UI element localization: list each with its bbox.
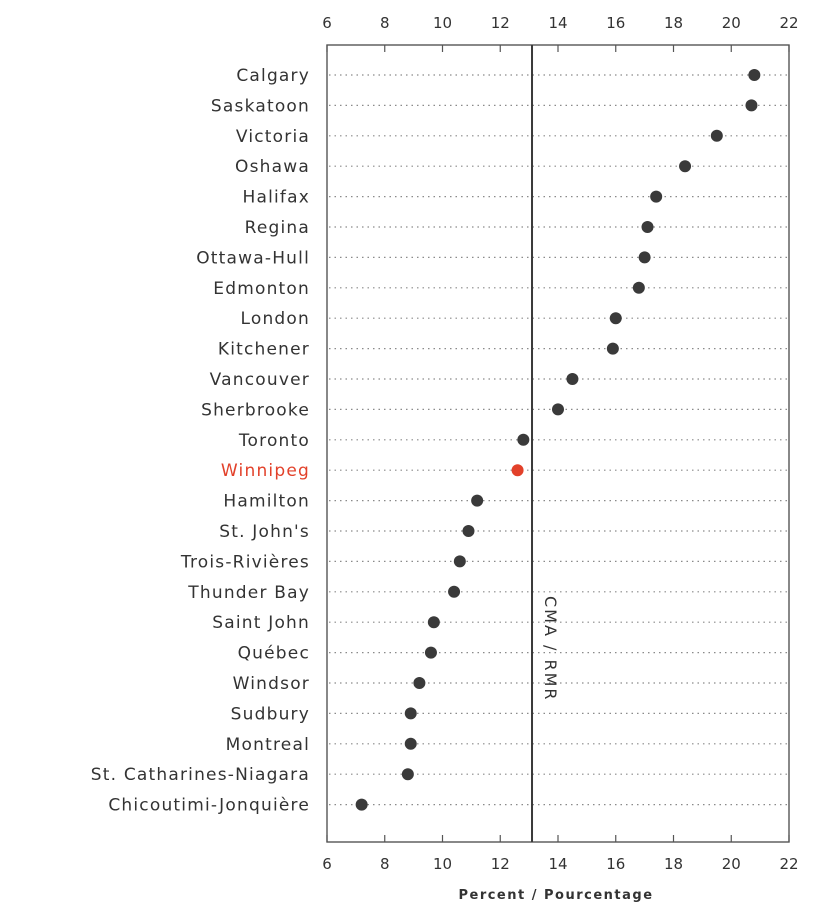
city-label: Calgary <box>236 66 310 86</box>
data-point <box>641 221 654 233</box>
city-label: Regina <box>245 218 310 238</box>
reference-line-label: CMA / RMR <box>541 596 560 702</box>
data-point <box>606 342 619 355</box>
city-label: Edmonton <box>213 279 310 299</box>
city-label: Victoria <box>236 127 310 147</box>
data-point <box>745 99 758 112</box>
city-label: Toronto <box>238 431 310 451</box>
top-tick-label: 20 <box>722 14 741 32</box>
data-point <box>401 768 414 781</box>
data-point <box>427 616 440 629</box>
city-label: Saint John <box>212 613 310 633</box>
bottom-tick-label: 14 <box>548 855 567 873</box>
data-point <box>511 464 524 477</box>
city-label: Sudbury <box>231 704 310 724</box>
bottom-tick-label: 12 <box>491 855 510 873</box>
city-label: Halifax <box>242 188 310 208</box>
city-label: Kitchener <box>218 340 310 360</box>
data-point <box>566 373 579 385</box>
top-tick-label: 10 <box>433 14 452 32</box>
city-label: Windsor <box>233 674 310 694</box>
bottom-tick-label: 10 <box>433 855 452 873</box>
data-point <box>424 646 437 659</box>
city-label: St. John's <box>219 522 310 542</box>
city-label: Chicoutimi-Jonquière <box>108 796 310 816</box>
city-label: London <box>240 309 310 329</box>
data-point <box>748 69 761 81</box>
city-label: Thunder Bay <box>187 583 310 603</box>
bottom-tick-label: 16 <box>606 855 625 873</box>
data-point <box>609 312 622 325</box>
city-label: Montreal <box>226 735 310 755</box>
top-tick-label: 8 <box>380 14 390 32</box>
data-point <box>679 160 692 173</box>
city-label: St. Catharines-Niagara <box>91 765 310 785</box>
x-axis-title: Percent / Pourcentage <box>458 888 653 903</box>
bottom-tick-label: 6 <box>322 855 332 873</box>
data-point <box>650 190 663 203</box>
data-point <box>404 707 417 720</box>
city-label: Hamilton <box>223 492 310 512</box>
data-point <box>453 555 466 568</box>
city-label: Ottawa-Hull <box>196 248 310 268</box>
data-point <box>638 251 651 264</box>
bottom-tick-label: 22 <box>779 855 798 873</box>
data-point <box>632 281 645 294</box>
data-point <box>448 585 461 598</box>
data-point <box>552 403 564 416</box>
top-tick-label: 12 <box>491 14 510 32</box>
city-label: Oshawa <box>235 157 310 177</box>
city-label: Saskatoon <box>211 96 310 116</box>
top-tick-label: 18 <box>664 14 683 32</box>
top-tick-label: 6 <box>322 14 332 32</box>
city-label: Winnipeg <box>221 461 310 481</box>
top-tick-label: 16 <box>606 14 625 32</box>
city-label: Trois-Rivières <box>180 552 310 572</box>
plot-frame <box>326 44 790 843</box>
bottom-tick-label: 18 <box>664 855 683 873</box>
top-tick-label: 22 <box>779 14 798 32</box>
data-point <box>471 494 484 507</box>
city-label: Sherbrooke <box>201 400 310 420</box>
data-point <box>404 737 417 750</box>
data-point <box>517 433 530 446</box>
data-point <box>462 525 475 537</box>
data-point <box>710 129 723 142</box>
city-label: Québec <box>238 644 310 664</box>
data-point <box>413 677 426 689</box>
bottom-tick-label: 8 <box>380 855 390 873</box>
city-label: Vancouver <box>210 370 310 390</box>
data-point <box>355 798 368 811</box>
bottom-tick-label: 20 <box>722 855 741 873</box>
top-tick-label: 14 <box>548 14 567 32</box>
